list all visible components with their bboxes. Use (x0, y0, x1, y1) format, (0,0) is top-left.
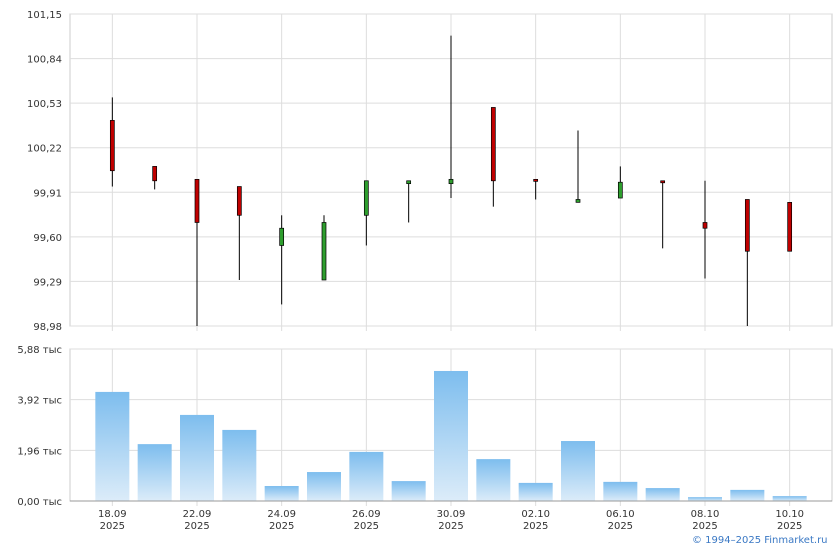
x-tick-label: 02.10 (521, 509, 550, 520)
candle-body (660, 180, 666, 184)
x-tick-label: 26.09 (352, 509, 381, 520)
candle-body (533, 178, 539, 182)
bar (518, 482, 553, 501)
y-tick-label: 100,22 (27, 144, 62, 155)
bar (603, 481, 638, 501)
x-tick-year: 2025 (354, 521, 379, 532)
y-tick-label: 0,00 тыс (17, 497, 62, 508)
bar (137, 444, 172, 501)
footer-link[interactable]: © 1994–2025 Finmarket.ru (692, 535, 828, 546)
x-tick-label: 10.10 (775, 509, 804, 520)
x-tick-year: 2025 (523, 521, 548, 532)
candle-body (236, 186, 242, 216)
x-tick-year: 2025 (438, 521, 463, 532)
bar (264, 486, 299, 501)
y-tick-label: 101,15 (27, 10, 62, 21)
x-tick-label: 08.10 (691, 509, 720, 520)
y-tick-label: 99,60 (33, 233, 62, 244)
x-tick-year: 2025 (692, 521, 717, 532)
x-tick-label: 06.10 (606, 509, 635, 520)
bar (307, 472, 341, 501)
x-tick-year: 2025 (269, 521, 294, 532)
bar (476, 459, 511, 501)
candle-body (702, 222, 708, 229)
bar (730, 489, 765, 501)
x-tick-label: 22.09 (183, 509, 212, 520)
candle-body (490, 107, 496, 182)
y-tick-label: 3,92 тыс (17, 396, 62, 407)
candle-body (787, 202, 793, 252)
candle-body (617, 181, 623, 199)
y-tick-label: 1,96 тыс (17, 446, 62, 457)
bar (222, 429, 257, 501)
candle-body (279, 227, 285, 246)
y-tick-label: 100,84 (27, 55, 62, 66)
candle-body (321, 222, 327, 281)
candle-body (152, 166, 158, 182)
candle-body (575, 199, 581, 203)
bar (391, 481, 426, 501)
bar (772, 496, 807, 501)
candle-body (448, 178, 454, 185)
x-tick-year: 2025 (100, 521, 125, 532)
x-tick-year: 2025 (608, 521, 633, 532)
y-tick-label: 98,98 (33, 322, 62, 333)
y-tick-label: 99,29 (33, 277, 62, 288)
y-tick-label: 5,88 тыс (17, 345, 62, 356)
x-tick-label: 24.09 (267, 509, 296, 520)
candle-body (406, 180, 412, 185)
bar (434, 370, 468, 501)
y-tick-label: 100,53 (27, 99, 62, 110)
bar (561, 441, 595, 501)
bar (349, 451, 384, 501)
bar (180, 414, 214, 501)
x-tick-year: 2025 (777, 521, 802, 532)
bar (95, 391, 130, 501)
x-tick-year: 2025 (184, 521, 209, 532)
candle-body (363, 180, 369, 216)
x-tick-label: 18.09 (98, 509, 127, 520)
y-tick-label: 99,91 (33, 188, 62, 199)
candle-body (109, 120, 115, 172)
x-tick-label: 30.09 (437, 509, 466, 520)
bar (645, 488, 680, 501)
chart: 98,98 99,29 99,60 99,91 100,22 100,53 100,84 10… (17, 10, 833, 532)
bar (688, 497, 722, 501)
candle-body (744, 199, 750, 252)
candle-body (194, 178, 200, 223)
